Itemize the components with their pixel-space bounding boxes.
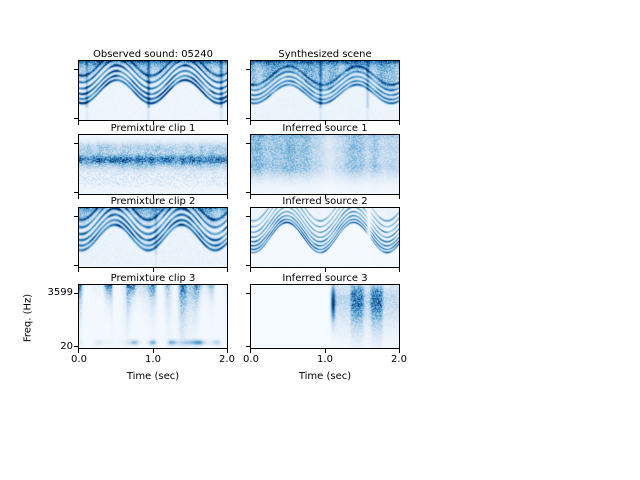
spectrogram-canvas-inferred-1 [251, 135, 399, 194]
x-tick-label: 1.0 [145, 354, 161, 365]
panel-title-observed: Observed sound: 05240 [93, 49, 213, 60]
y-tick-mark [74, 346, 78, 347]
x-tick-label: 2.0 [219, 354, 235, 365]
spectrogram-canvas-observed [79, 61, 227, 120]
y-tick-mark [74, 293, 78, 294]
x-tick-mark [325, 121, 326, 125]
x-tick-mark [153, 349, 154, 353]
y-tick-mark [246, 216, 250, 217]
spectrogram-canvas-inferred-3 [251, 285, 399, 348]
spectrogram-panel-premixture-2 [78, 207, 228, 268]
x-tick-label: 2.0 [391, 354, 407, 365]
x-tick-mark [78, 349, 79, 353]
spectrogram-panel-observed [78, 60, 228, 121]
spectrogram-canvas-inferred-2 [251, 208, 399, 267]
spectrogram-panel-premixture-1 [78, 134, 228, 195]
x-tick-mark [78, 121, 79, 125]
x-tick-mark [325, 268, 326, 272]
y-tick-mark [74, 143, 78, 144]
x-tick-mark [78, 268, 79, 272]
x-tick-mark [250, 121, 251, 125]
panel-title-inferred-3: Inferred source 3 [282, 273, 368, 284]
x-tick-mark [227, 121, 228, 125]
y-tick-label-3599: 3599 [47, 287, 73, 298]
y-tick-mark [246, 346, 250, 347]
x-tick-mark [153, 195, 154, 199]
y-tick-label-20: 20 [60, 341, 73, 352]
y-tick-mark [246, 118, 250, 119]
x-tick-label: 0.0 [71, 354, 87, 365]
panel-title-synthesized: Synthesized scene [278, 49, 372, 60]
x-tick-mark [399, 121, 400, 125]
spectrogram-panel-inferred-3 [250, 284, 400, 349]
spectrogram-cell-observed: Observed sound: 05240 [74, 49, 228, 125]
spectrogram-cell-synthesized: Synthesized scene [246, 49, 400, 125]
time-axis-label-right: Time (sec) [298, 371, 352, 382]
x-tick-mark [399, 349, 400, 353]
x-tick-mark [399, 195, 400, 199]
spectrogram-panel-inferred-1 [250, 134, 400, 195]
x-tick-mark [227, 349, 228, 353]
freq-axis-label: Freq. (Hz) [22, 293, 34, 343]
x-tick-mark [325, 195, 326, 199]
panel-title-inferred-1: Inferred source 1 [282, 123, 368, 134]
spectrogram-cell-premixture-3: Premixture clip 3 [74, 273, 228, 353]
x-tick-label: 1.0 [317, 354, 333, 365]
y-tick-mark [74, 192, 78, 193]
x-tick-mark [227, 195, 228, 199]
panel-title-premixture-3: Premixture clip 3 [110, 273, 196, 284]
panel-title-premixture-2: Premixture clip 2 [110, 196, 196, 207]
x-tick-mark [227, 268, 228, 272]
x-tick-mark [153, 268, 154, 272]
y-tick-mark [246, 143, 250, 144]
x-tick-mark [250, 195, 251, 199]
x-tick-mark [78, 195, 79, 199]
spectrogram-canvas-synthesized [251, 61, 399, 120]
x-tick-label: 0.0 [243, 354, 259, 365]
time-axis-label-left: Time (sec) [126, 371, 180, 382]
x-tick-mark [153, 121, 154, 125]
x-tick-mark [399, 268, 400, 272]
x-tick-mark [250, 268, 251, 272]
panel-title-inferred-2: Inferred source 2 [282, 196, 368, 207]
y-tick-mark [74, 69, 78, 70]
y-tick-mark [74, 216, 78, 217]
spectrogram-cell-premixture-1: Premixture clip 1 [74, 123, 228, 199]
spectrogram-canvas-premixture-3 [79, 285, 227, 348]
spectrogram-cell-premixture-2: Premixture clip 2 [74, 196, 228, 272]
spectrogram-canvas-premixture-1 [79, 135, 227, 194]
x-tick-mark [325, 349, 326, 353]
spectrogram-panel-synthesized [250, 60, 400, 121]
y-tick-mark [246, 293, 250, 294]
y-tick-mark [246, 69, 250, 70]
y-tick-mark [246, 265, 250, 266]
y-tick-mark [74, 265, 78, 266]
spectrogram-cell-inferred-2: Inferred source 2 [246, 196, 400, 272]
spectrogram-panel-premixture-3 [78, 284, 228, 349]
panel-title-premixture-1: Premixture clip 1 [110, 123, 196, 134]
spectrogram-cell-inferred-3: Inferred source 3 [246, 273, 400, 353]
y-tick-mark [246, 192, 250, 193]
spectrogram-canvas-premixture-2 [79, 208, 227, 267]
spectrogram-panel-inferred-2 [250, 207, 400, 268]
y-tick-mark [74, 118, 78, 119]
spectrogram-cell-inferred-1: Inferred source 1 [246, 123, 400, 199]
x-tick-mark [250, 349, 251, 353]
